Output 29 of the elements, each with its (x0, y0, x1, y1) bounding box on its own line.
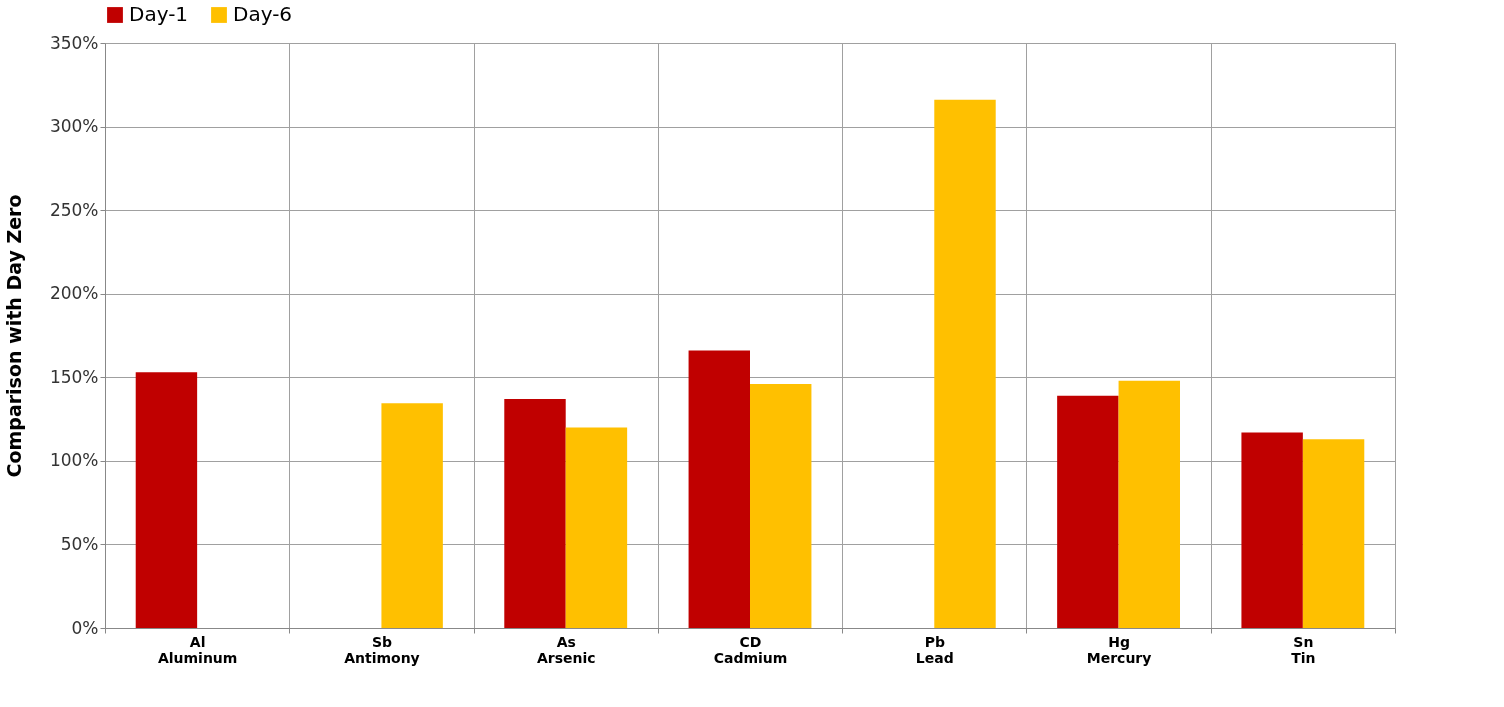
bar (565, 427, 628, 628)
y-tick-label: 50% (60, 533, 99, 554)
y-tick-label: 200% (49, 283, 99, 304)
x-tick-label: Sb Antimony (344, 633, 420, 666)
y-tick-label: 250% (49, 199, 99, 220)
bar (750, 383, 812, 628)
bar (688, 350, 750, 628)
bar (1118, 380, 1180, 628)
bar (135, 372, 198, 628)
bar (381, 403, 443, 628)
bar (934, 99, 996, 628)
x-tick-label: Sn Tin (1291, 633, 1316, 666)
y-tick-label: 300% (49, 116, 99, 137)
y-tick-label: 0% (71, 617, 99, 638)
x-tick-label: CD Cadmium (713, 633, 788, 666)
y-tick-label: 150% (49, 366, 99, 387)
bar (1302, 439, 1365, 628)
x-tick-label: Al Aluminum (157, 633, 238, 666)
bar (1057, 395, 1119, 628)
y-axis-title: Comparison with Day Zero (2, 194, 25, 478)
legend-label: Day-6 (233, 2, 293, 26)
y-tick-label: 100% (49, 450, 99, 471)
bar (504, 399, 566, 628)
x-tick-label: As Arsenic (536, 633, 596, 666)
legend-label: Day-1 (129, 2, 189, 26)
x-tick-label: Hg Mercury (1086, 633, 1152, 666)
y-tick-label: 350% (49, 32, 99, 53)
x-tick-label: Pb Lead (915, 633, 954, 666)
bar (1241, 432, 1303, 628)
